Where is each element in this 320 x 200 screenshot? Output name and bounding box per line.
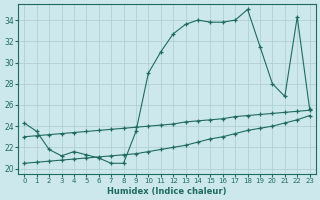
X-axis label: Humidex (Indice chaleur): Humidex (Indice chaleur)	[107, 187, 227, 196]
